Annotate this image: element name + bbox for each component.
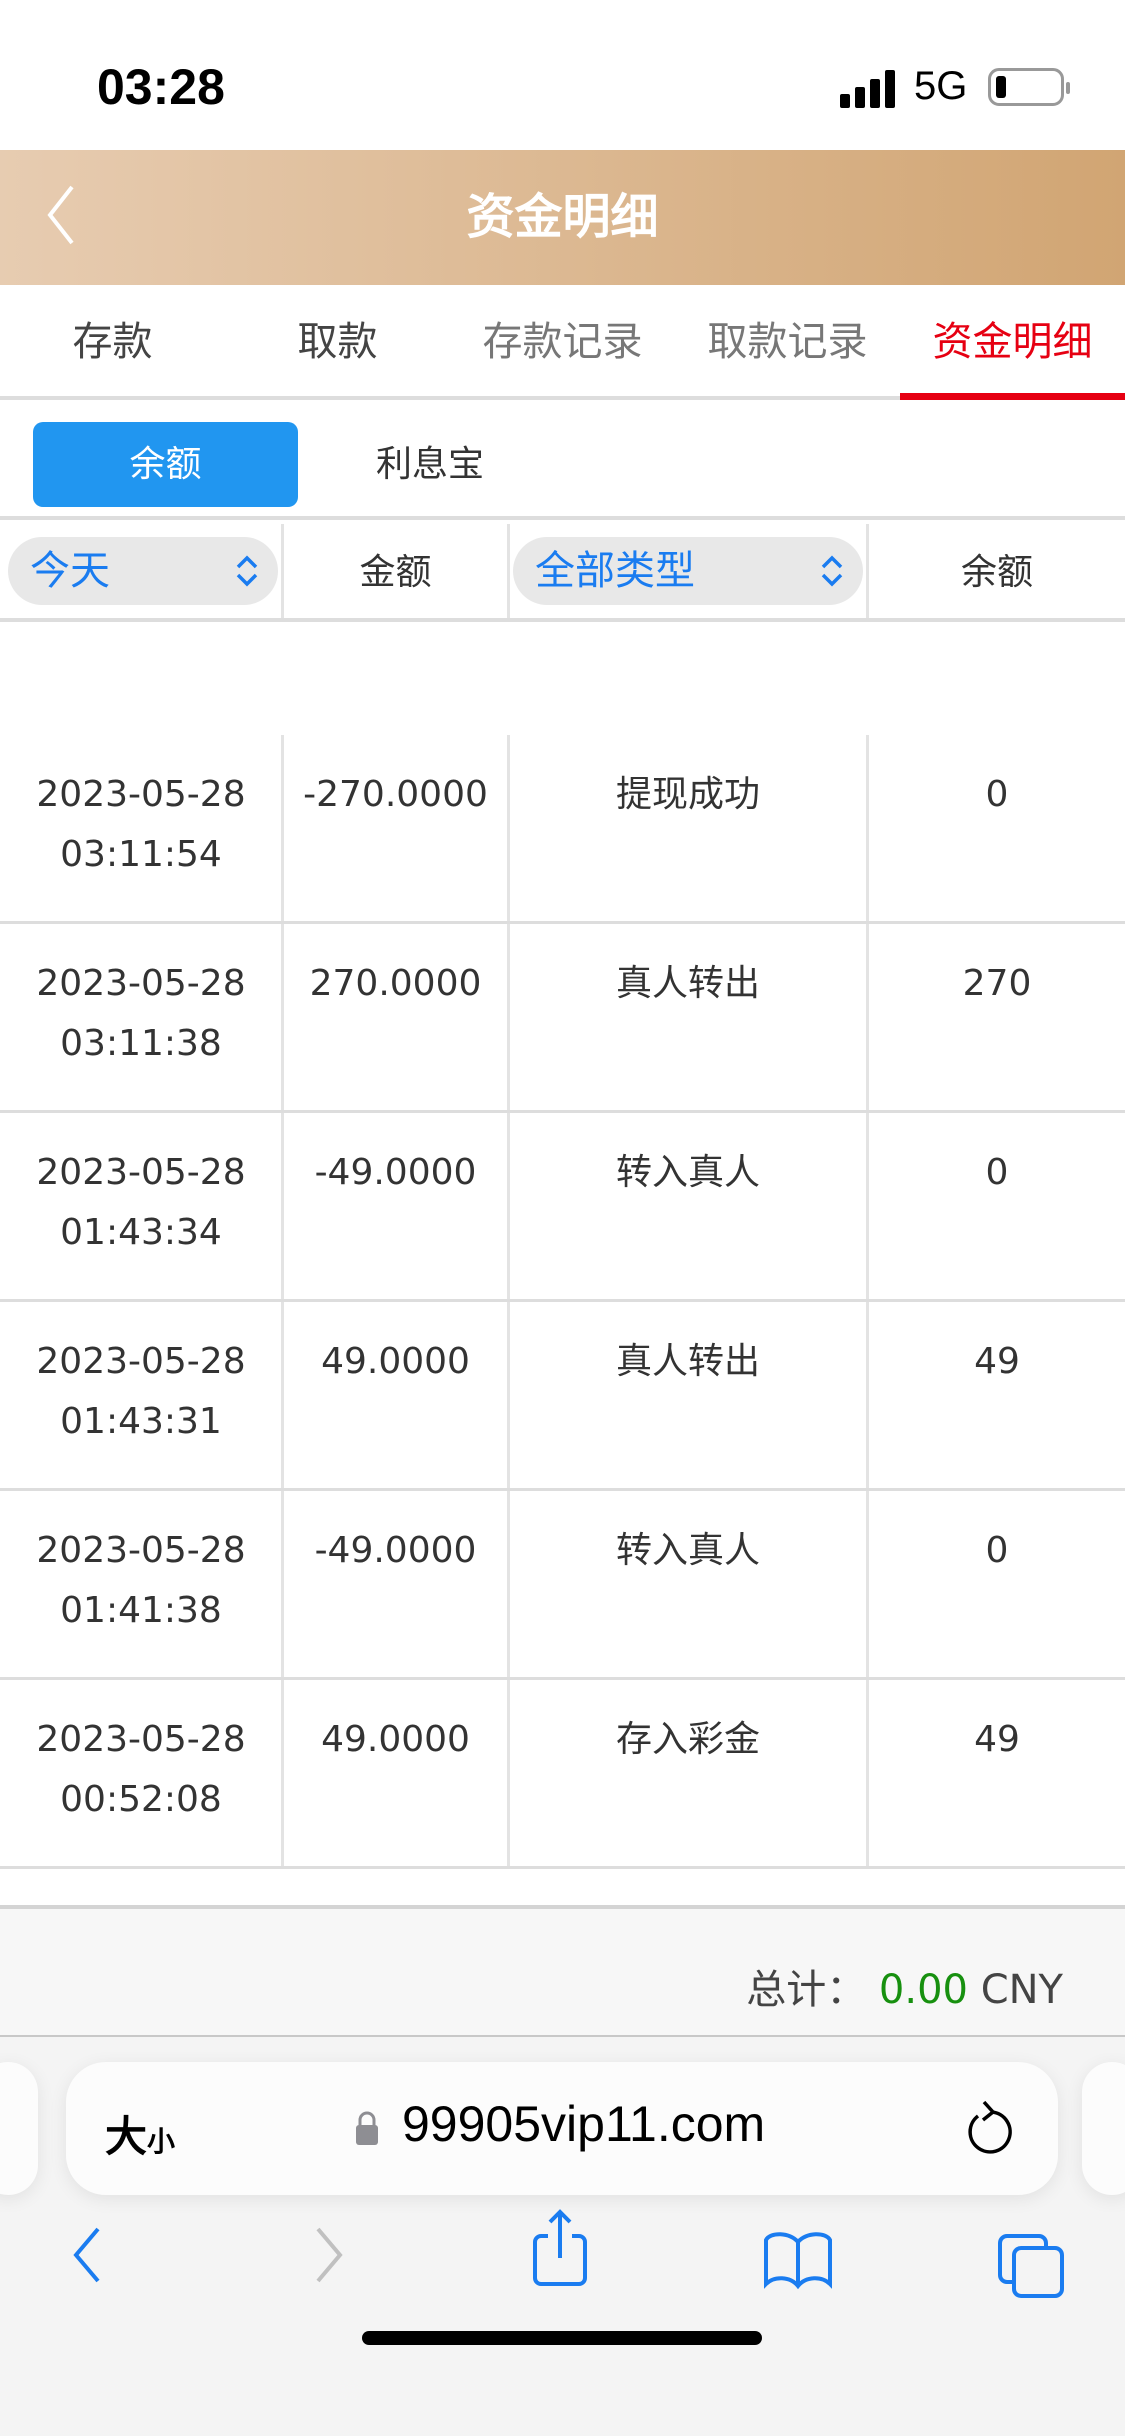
time: 01:41:38 (60, 1590, 222, 1631)
sub-tab-bar (0, 404, 1125, 520)
share-icon[interactable] (530, 2208, 594, 2288)
amount-cell: 270.0000 (281, 924, 507, 1110)
amount-cell: -49.0000 (281, 1113, 507, 1299)
datetime-cell: 2023-05-28 01:43:34 (0, 1113, 282, 1299)
total-currency: CNY (980, 1967, 1063, 2013)
date: 2023-05-28 (36, 1152, 246, 1193)
balance-header: 余额 (960, 552, 1033, 593)
balance-cell: 0 (866, 1491, 1125, 1677)
total-label: 总计： (746, 1967, 867, 2013)
time: 01:43:31 (60, 1401, 222, 1442)
chevron-up-down-icon (236, 555, 258, 587)
time: 03:11:38 (60, 1023, 222, 1064)
bookmarks-icon[interactable] (760, 2230, 836, 2290)
total-value: 0.00 (878, 1967, 968, 2013)
footer-summary (0, 1905, 1125, 2037)
datetime-cell: 2023-05-28 00:52:08 (0, 1680, 282, 1866)
type-cell: 转入真人 (507, 1113, 866, 1299)
table-row: 2023-05-28 03:11:54 -270.0000 提现成功 0 (0, 735, 1125, 924)
forward-nav-icon[interactable] (310, 2225, 350, 2285)
signal-icon (840, 68, 895, 108)
date: 2023-05-28 (36, 774, 246, 815)
sub-tab-balance[interactable]: 余额 (33, 422, 298, 507)
table-row: 2023-05-28 01:43:31 49.0000 真人转出 49 (0, 1302, 1125, 1491)
datetime-cell: 2023-05-28 03:11:54 (0, 735, 282, 921)
battery-icon (988, 68, 1070, 106)
table-header: 今天 金额 全部类型 余额 (0, 524, 1125, 622)
time: 03:11:54 (60, 834, 222, 875)
table-row: 2023-05-28 01:41:38 -49.0000 转入真人 0 (0, 1491, 1125, 1680)
tab-withdraw[interactable]: 取款 (297, 319, 378, 365)
datetime-cell: 2023-05-28 03:11:38 (0, 924, 282, 1110)
time: 01:43:34 (60, 1212, 222, 1253)
date-filter-select[interactable]: 今天 (8, 537, 278, 605)
chevron-up-down-icon (821, 555, 843, 587)
next-tab-preview[interactable] (1082, 2062, 1125, 2195)
date: 2023-05-28 (36, 1341, 246, 1382)
table-row: 2023-05-28 00:52:08 49.0000 存入彩金 49 (0, 1680, 1125, 1869)
reload-icon[interactable] (964, 2100, 1014, 2156)
amount-cell: -270.0000 (281, 735, 507, 921)
balance-cell: 49 (866, 1302, 1125, 1488)
balance-cell: 0 (866, 1113, 1125, 1299)
prev-tab-preview[interactable] (0, 2062, 38, 2195)
text-size-button[interactable]: 大小 (105, 2112, 176, 2161)
status-time: 03:28 (97, 59, 225, 115)
balance-cell: 270 (866, 924, 1125, 1110)
table-row: 2023-05-28 01:43:34 -49.0000 转入真人 0 (0, 1113, 1125, 1302)
type-cell: 真人转出 (507, 924, 866, 1110)
sub-tab-interest[interactable]: 利息宝 (375, 444, 484, 485)
amount-cell: 49.0000 (281, 1680, 507, 1866)
datetime-cell: 2023-05-28 01:41:38 (0, 1491, 282, 1677)
back-nav-icon[interactable] (66, 2225, 106, 2285)
page-title: 资金明细 (466, 189, 659, 245)
tab-fund-details[interactable]: 资金明细 (900, 285, 1125, 400)
type-cell: 存入彩金 (507, 1680, 866, 1866)
type-cell: 转入真人 (507, 1491, 866, 1677)
url-text[interactable]: 99905vip11.com (402, 2096, 766, 2152)
amount-header: 金额 (359, 552, 432, 593)
date: 2023-05-28 (36, 963, 246, 1004)
date-filter-value: 今天 (30, 548, 110, 594)
status-bar: 03:28 5G (0, 0, 1125, 150)
table-row: 2023-05-28 03:11:38 270.0000 真人转出 270 (0, 924, 1125, 1113)
lock-icon (356, 2111, 378, 2145)
balance-cell: 0 (866, 735, 1125, 921)
datetime-cell: 2023-05-28 01:43:31 (0, 1302, 282, 1488)
home-indicator (362, 2331, 762, 2345)
tabs-icon[interactable] (996, 2232, 1068, 2300)
total: 总计： 0.00 CNY (746, 1957, 1063, 2015)
tab-deposit-records[interactable]: 存款记录 (482, 319, 643, 365)
type-filter-value: 全部类型 (535, 548, 695, 594)
type-filter-select[interactable]: 全部类型 (513, 537, 863, 605)
date: 2023-05-28 (36, 1530, 246, 1571)
balance-cell: 49 (866, 1680, 1125, 1866)
back-icon[interactable] (44, 183, 80, 247)
amount-cell: -49.0000 (281, 1491, 507, 1677)
network-type: 5G (914, 64, 968, 108)
type-cell: 提现成功 (507, 735, 866, 921)
tab-bar: 存款 取款 存款记录 取款记录 资金明细 (0, 285, 1125, 400)
time: 00:52:08 (60, 1779, 222, 1820)
date: 2023-05-28 (36, 1719, 246, 1760)
type-cell: 真人转出 (507, 1302, 866, 1488)
tab-withdraw-records[interactable]: 取款记录 (707, 319, 868, 365)
tab-deposit[interactable]: 存款 (72, 319, 153, 365)
address-bar[interactable] (66, 2062, 1058, 2195)
header-bar (0, 150, 1125, 285)
amount-cell: 49.0000 (281, 1302, 507, 1488)
